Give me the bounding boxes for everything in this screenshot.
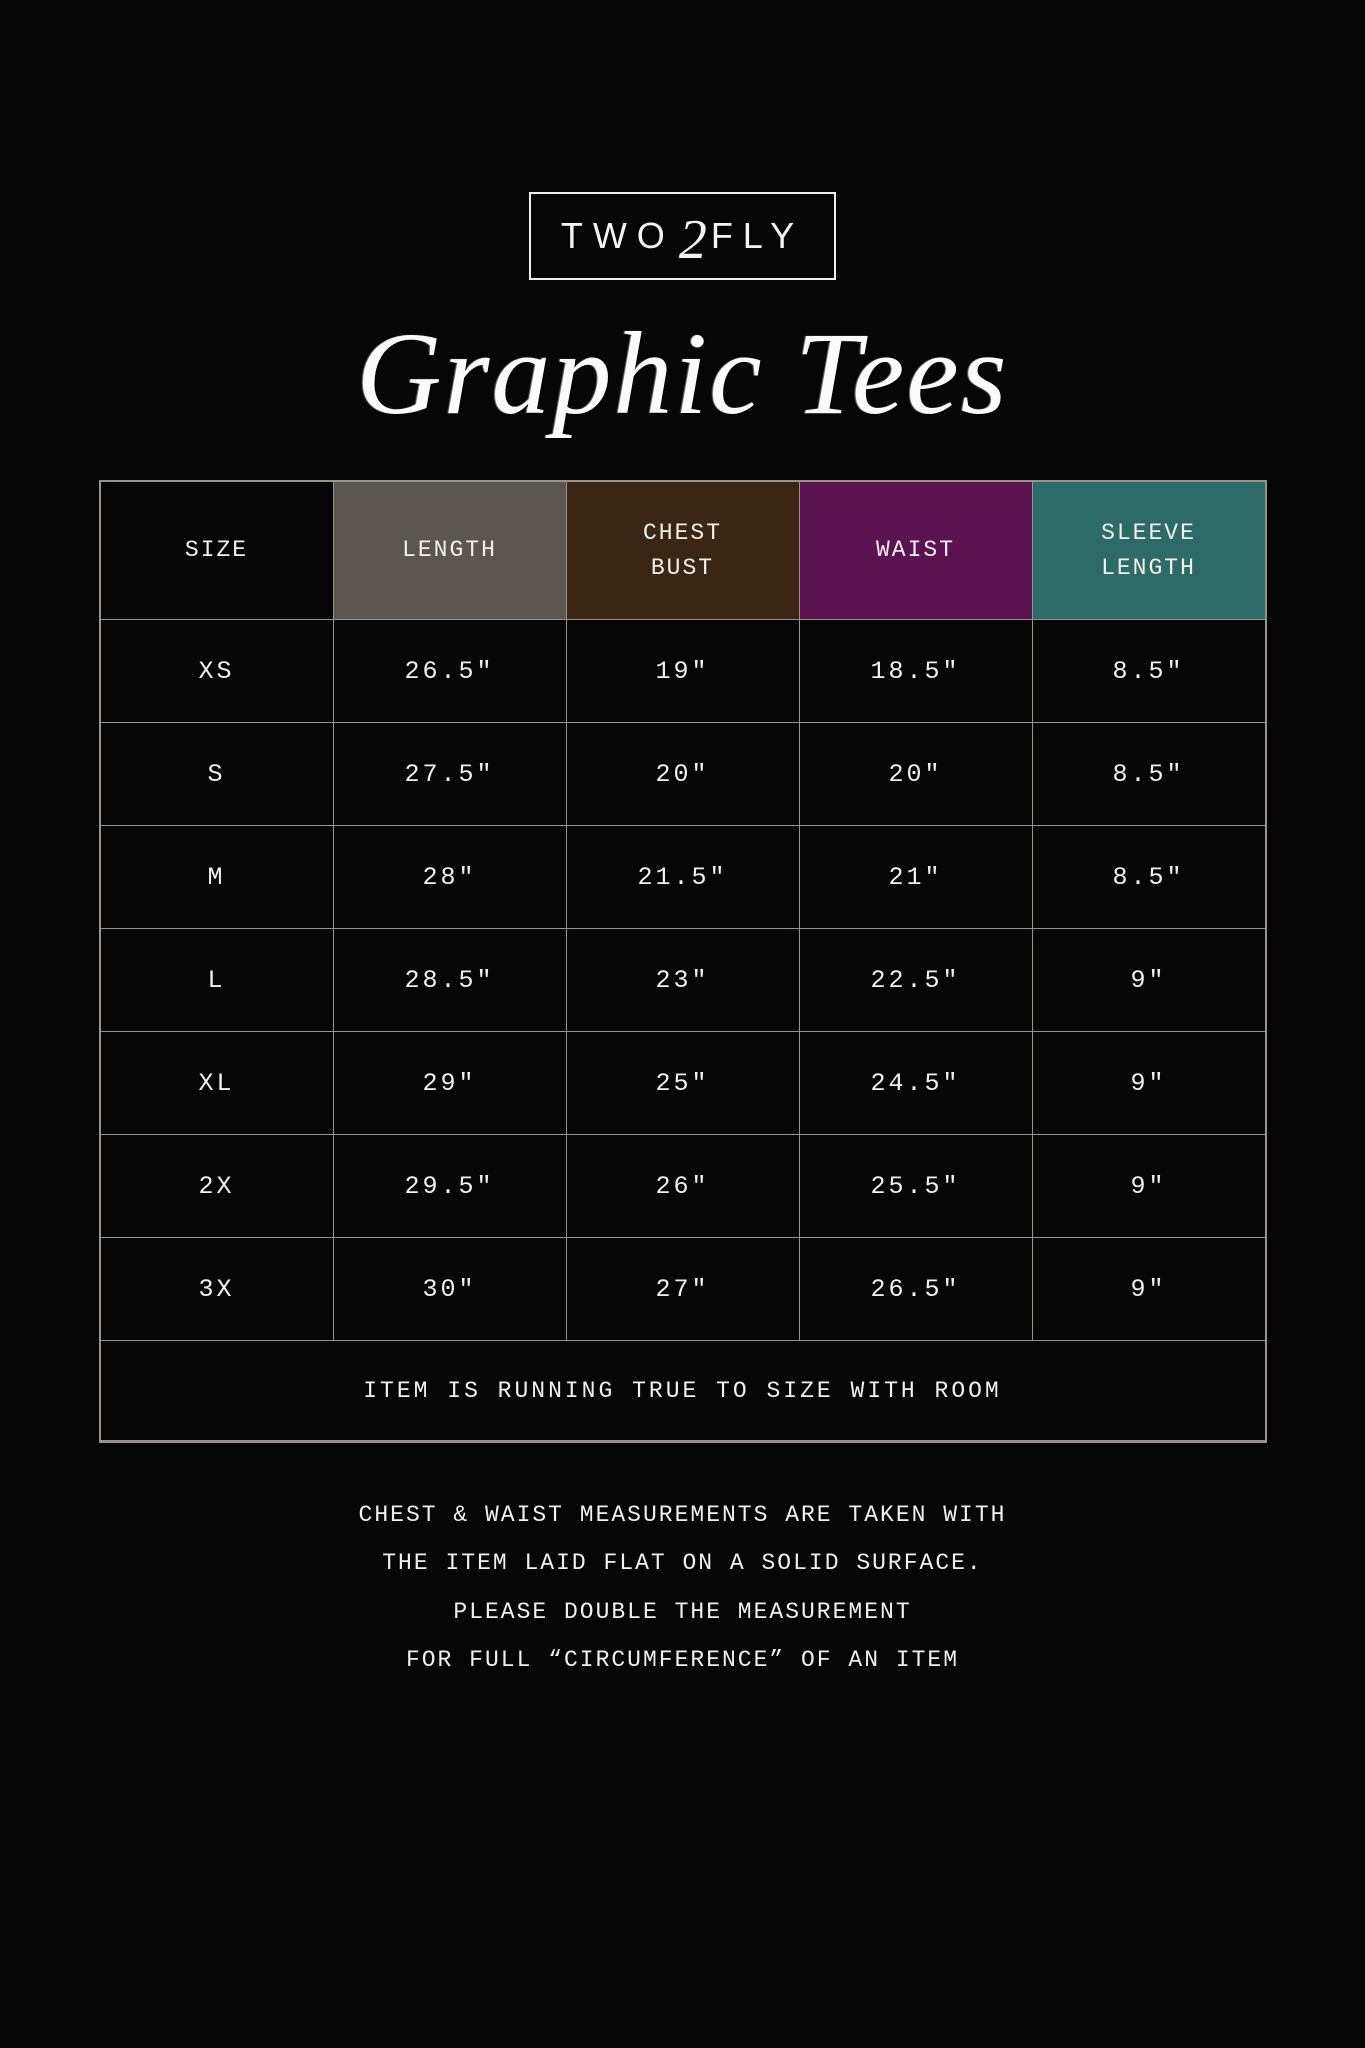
cell-m-sleeve: 8.5" (1033, 826, 1265, 929)
footer-line-1: CHEST & WAIST MEASUREMENTS ARE TAKEN WIT… (0, 1491, 1365, 1539)
cell-3x-chest: 27" (567, 1238, 800, 1341)
logo-part-fly: FLY (711, 215, 804, 257)
cell-l-waist: 22.5" (800, 929, 1033, 1032)
footer-line-4: FOR FULL “CIRCUMFERENCE” OF AN ITEM (0, 1636, 1365, 1684)
cell-l-sleeve: 9" (1033, 929, 1265, 1032)
table-row-3x: 3X 30" 27" 26.5" 9" (101, 1238, 1265, 1341)
page-title-wrap: Graphic Tees (0, 306, 1365, 442)
cell-s-chest: 20" (567, 723, 800, 826)
cell-l-length: 28.5" (334, 929, 567, 1032)
cell-m-length: 28" (334, 826, 567, 929)
footer-line-3: PLEASE DOUBLE THE MEASUREMENT (0, 1588, 1365, 1636)
cell-2x-chest: 26" (567, 1135, 800, 1238)
cell-xs-sleeve: 8.5" (1033, 620, 1265, 723)
cell-m-waist: 21" (800, 826, 1033, 929)
page-title: Graphic Tees (0, 306, 1365, 442)
header-length: LENGTH (334, 482, 567, 620)
size-chart-table: SIZE LENGTH CHEST BUST WAIST SLEEVE LENG… (99, 480, 1267, 1443)
table-row-xs: XS 26.5" 19" 18.5" 8.5" (101, 620, 1265, 723)
cell-s-waist: 20" (800, 723, 1033, 826)
logo-box: TWO 2 FLY (529, 192, 836, 280)
table-header-row: SIZE LENGTH CHEST BUST WAIST SLEEVE LENG… (101, 482, 1265, 620)
cell-l-chest: 23" (567, 929, 800, 1032)
cell-s-length: 27.5" (334, 723, 567, 826)
table-row-s: S 27.5" 20" 20" 8.5" (101, 723, 1265, 826)
cell-3x-sleeve: 9" (1033, 1238, 1265, 1341)
cell-xs-chest: 19" (567, 620, 800, 723)
cell-l-size: L (101, 929, 334, 1032)
header-waist: WAIST (800, 482, 1033, 620)
table-row-2x: 2X 29.5" 26" 25.5" 9" (101, 1135, 1265, 1238)
table-row-m: M 28" 21.5" 21" 8.5" (101, 826, 1265, 929)
cell-xl-waist: 24.5" (800, 1032, 1033, 1135)
cell-m-size: M (101, 826, 334, 929)
table-note-row: ITEM IS RUNNING TRUE TO SIZE WITH ROOM (101, 1341, 1265, 1441)
cell-s-sleeve: 8.5" (1033, 723, 1265, 826)
cell-xs-waist: 18.5" (800, 620, 1033, 723)
cell-xl-chest: 25" (567, 1032, 800, 1135)
table-note: ITEM IS RUNNING TRUE TO SIZE WITH ROOM (101, 1341, 1265, 1441)
table-row-xl: XL 29" 25" 24.5" 9" (101, 1032, 1265, 1135)
cell-2x-size: 2X (101, 1135, 334, 1238)
cell-3x-size: 3X (101, 1238, 334, 1341)
footer-line-2: THE ITEM LAID FLAT ON A SOLID SURFACE. (0, 1539, 1365, 1587)
cell-3x-waist: 26.5" (800, 1238, 1033, 1341)
logo-part-number: 2 (679, 212, 707, 268)
cell-xl-sleeve: 9" (1033, 1032, 1265, 1135)
cell-3x-length: 30" (334, 1238, 567, 1341)
logo-part-two: TWO (561, 215, 675, 257)
cell-xs-size: XS (101, 620, 334, 723)
size-chart-page: TWO 2 FLY Graphic Tees SIZE LENGTH CHEST… (0, 0, 1365, 2048)
cell-2x-waist: 25.5" (800, 1135, 1033, 1238)
footer-text: CHEST & WAIST MEASUREMENTS ARE TAKEN WIT… (0, 1491, 1365, 1684)
cell-xs-length: 26.5" (334, 620, 567, 723)
cell-m-chest: 21.5" (567, 826, 800, 929)
table-row-l: L 28.5" 23" 22.5" 9" (101, 929, 1265, 1032)
cell-s-size: S (101, 723, 334, 826)
cell-2x-sleeve: 9" (1033, 1135, 1265, 1238)
cell-xl-size: XL (101, 1032, 334, 1135)
header-size: SIZE (101, 482, 334, 620)
cell-2x-length: 29.5" (334, 1135, 567, 1238)
cell-xl-length: 29" (334, 1032, 567, 1135)
header-chest-bust: CHEST BUST (567, 482, 800, 620)
header-sleeve-length: SLEEVE LENGTH (1033, 482, 1265, 620)
brand-logo: TWO 2 FLY (0, 0, 1365, 280)
